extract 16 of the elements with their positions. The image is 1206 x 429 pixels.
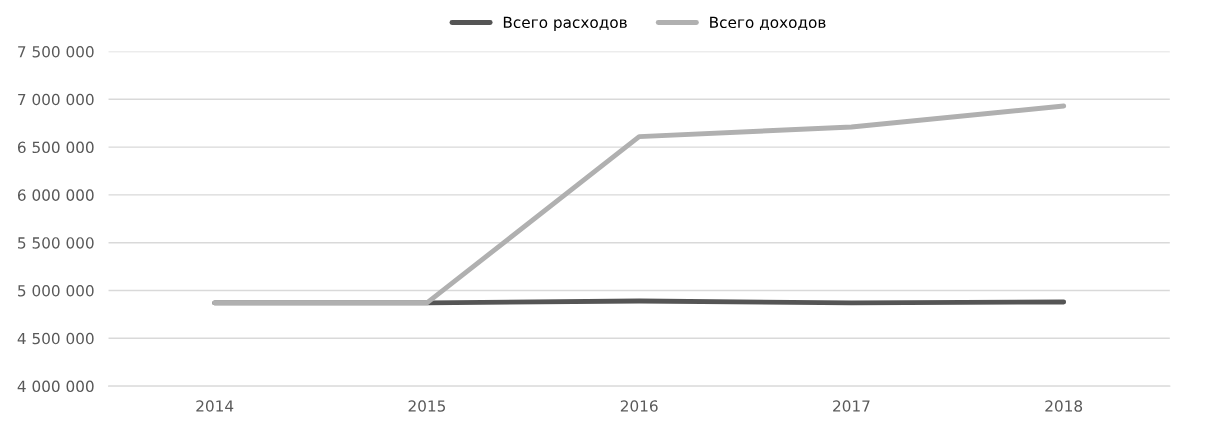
legend-label: Всего расходов: [503, 16, 627, 32]
y-tick-label: 5 000 000: [18, 284, 94, 297]
y-tick-label: 4 000 000: [17, 380, 94, 393]
x-tick-label: 2017: [833, 400, 870, 412]
x-tick-label: 2018: [1045, 400, 1083, 412]
y-tick-label: 6 000 000: [17, 189, 94, 201]
y-tick-label: 4 500 000: [17, 332, 94, 345]
y-tick-label: 7 500 000: [18, 45, 94, 58]
line-series: [212, 103, 1067, 306]
y-tick-label: 6 500 000: [17, 141, 94, 154]
x-tick-label: 2015: [408, 400, 446, 412]
x-tick-label: 2016: [620, 400, 658, 412]
legend-label: Всего доходов: [710, 16, 826, 30]
y-tick-label: 7 000 000: [18, 93, 94, 106]
x-tick-label: 2014: [196, 400, 234, 412]
y-tick-label: 5 500 000: [18, 237, 94, 249]
